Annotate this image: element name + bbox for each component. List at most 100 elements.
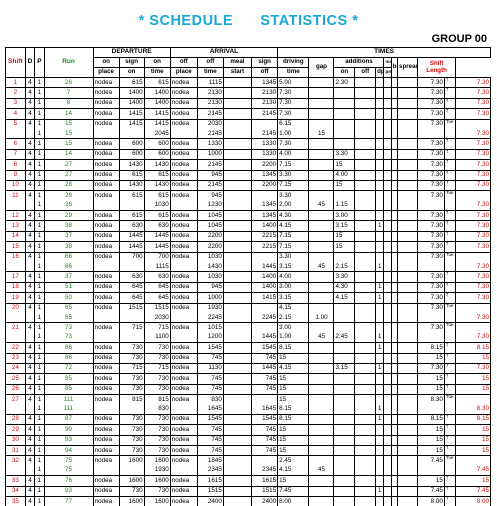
cell-add-on (334, 191, 355, 201)
cell-driving-time: 15 (278, 384, 309, 394)
cell-add-off (355, 435, 376, 445)
cell-on-time: 600 (144, 149, 170, 159)
cell-meal-start (223, 343, 251, 353)
cell-ma (384, 384, 391, 394)
cell-dpt (376, 323, 384, 333)
cell-day-tag: † (444, 486, 455, 496)
cell-off-time: 2245 (197, 313, 223, 323)
cell-driving-time: 8.15 (278, 414, 309, 424)
header-run: Run (44, 48, 93, 78)
cell-dpt (376, 191, 384, 201)
cell-ma (384, 180, 391, 190)
cell-shift: 27 (6, 395, 26, 405)
cell-dpt (376, 78, 384, 88)
cell-add-on: 2.15 (334, 262, 355, 272)
cell-meal-start (223, 252, 251, 262)
cell-meal-start (223, 211, 251, 221)
cell-spread: 7.30 (417, 323, 444, 333)
cell-on-place: nodea (93, 414, 119, 424)
cell-add-off (355, 201, 376, 211)
cell-shift-length (456, 119, 491, 129)
cell-shift-length: 7.45 (456, 486, 491, 496)
cell-ma (384, 160, 391, 170)
cell-day-tag: † (444, 497, 455, 506)
cell-ma (384, 395, 391, 405)
cell-on-place: nodea (93, 272, 119, 282)
cell-p: 1 (35, 293, 44, 303)
cell-d: 4 (25, 139, 34, 149)
cell-sign-off (252, 252, 278, 262)
cell-driving-time: 7.30 (278, 109, 309, 119)
header-off-place-1: off (170, 58, 197, 68)
cell-run: 72 (44, 363, 93, 373)
cell-driving-time: 8.15 (278, 405, 309, 415)
cell-brk (398, 98, 418, 108)
header-dpt: dpt (376, 68, 384, 78)
cell-day-tag: † (444, 88, 455, 98)
cell-on-place: nodea (93, 323, 119, 333)
cell-day-tag: † (444, 221, 455, 231)
cell-run: 26 (44, 201, 93, 211)
cell-off-time: 945 (197, 191, 223, 201)
cell-p: 1 (35, 201, 44, 211)
cell-shift: 26 (6, 384, 26, 394)
cell-day-tag: † (444, 231, 455, 241)
cell-on-time: 1515 (144, 303, 170, 313)
cell-ma (384, 262, 391, 272)
cell-brk (398, 109, 418, 119)
cell-add-on (334, 374, 355, 384)
cell-gap (309, 170, 334, 180)
cell-ma (384, 363, 391, 373)
cell-sign-on: 1515 (119, 303, 144, 313)
cell-p: 1 (35, 456, 44, 466)
header-add-off: off (355, 68, 376, 78)
cell-add-on: 4.00 (334, 170, 355, 180)
cell-on-place: nodea (93, 252, 119, 262)
cell-off-place: nodea (170, 353, 197, 363)
cell-on-time: 1600 (144, 497, 170, 506)
cell-ma (384, 435, 391, 445)
cell-on-time: 730 (144, 353, 170, 363)
cell-spread: 7.45 (417, 486, 444, 496)
cell-add-on (334, 313, 355, 323)
cell-spread: 7.30 (417, 170, 444, 180)
cell-day-tag: Tue (444, 323, 455, 333)
cell-brk (398, 149, 418, 159)
cell-sign-off: 745 (252, 374, 278, 384)
cell-off-time: 1130 (197, 363, 223, 373)
cell-sign-off: 2215 (252, 242, 278, 252)
cell-dpt (376, 149, 384, 159)
cell-d: 4 (25, 425, 34, 435)
cell-spread: 7.30 (417, 231, 444, 241)
cell-dpt (376, 252, 384, 262)
cell-d: 4 (25, 242, 34, 252)
cell-run: 50 (44, 293, 93, 303)
cell-shift: 17 (6, 272, 26, 282)
cell-driving-time: 3.30 (278, 170, 309, 180)
cell-d: 4 (25, 414, 34, 424)
header-off-time-1: off (197, 58, 223, 68)
cell-sign-off: 1545 (252, 414, 278, 424)
cell-off-time: 745 (197, 353, 223, 363)
cell-off-place: nodea (170, 119, 197, 129)
cell-driving-time: 5.00 (278, 78, 309, 88)
cell-spread: 7.30 (417, 211, 444, 221)
cell-on-place: nodea (93, 191, 119, 201)
cell-shift-length: 7.30 (456, 109, 491, 119)
cell-shift-length: 15 (456, 435, 491, 445)
cell-add-on (334, 405, 355, 415)
cell-day-tag: † (444, 414, 455, 424)
cell-driving-time: 7.45 (278, 486, 309, 496)
cell-off-place: nodea (170, 435, 197, 445)
cell-ma (384, 353, 391, 363)
cell-p: 1 (35, 374, 44, 384)
cell-on-time: 1430 (144, 180, 170, 190)
cell-sign-on: 630 (119, 221, 144, 231)
cell-shift-length: 7.30 (456, 272, 491, 282)
cell-on-place: nodea (93, 242, 119, 252)
cell-off-place: nodea (170, 149, 197, 159)
cell-sign-on: 730 (119, 435, 144, 445)
cell-brk (398, 323, 418, 333)
